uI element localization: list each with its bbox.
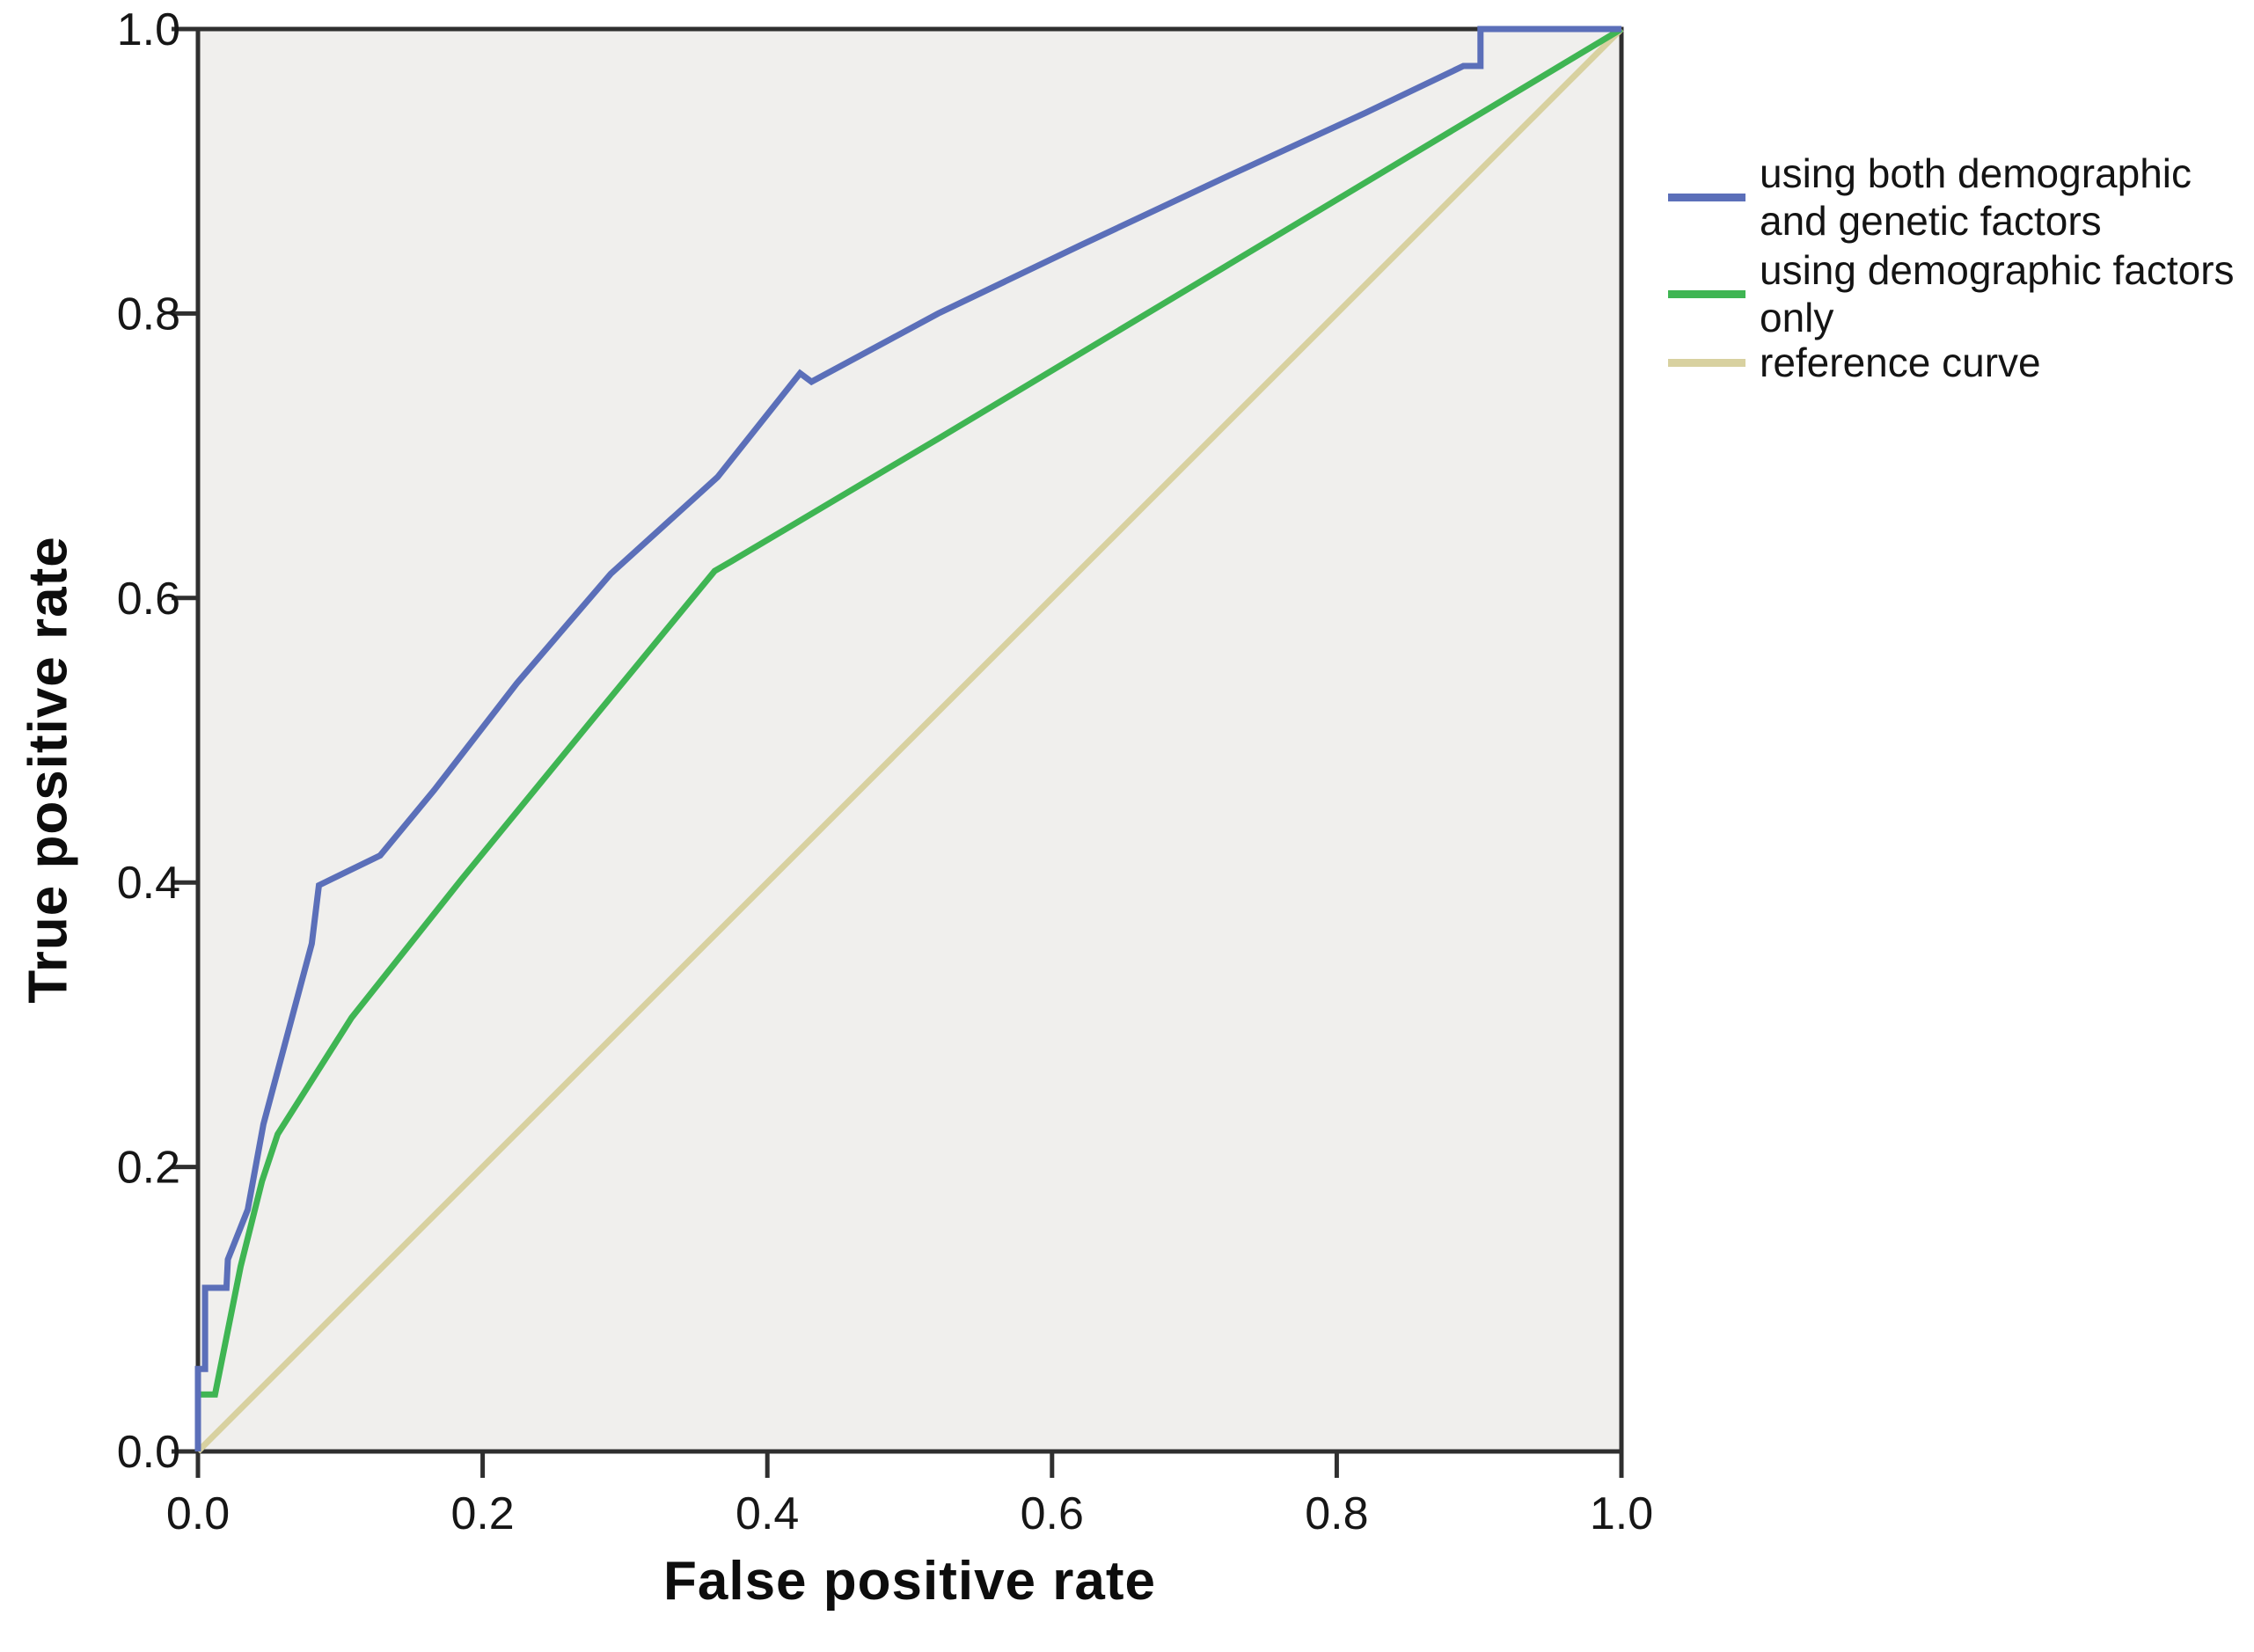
series-line-using-both-demographic-and-genetic-factors <box>194 26 1621 1451</box>
legend-label: reference curve <box>1760 340 2041 385</box>
y-tick-label: 0.2 <box>117 1143 180 1194</box>
legend-swatch-green <box>1668 289 1745 298</box>
y-tick-label: 0.0 <box>117 1427 180 1478</box>
y-tick-label: 0.8 <box>117 289 180 340</box>
x-tick-label: 0.0 <box>166 1488 230 1539</box>
legend-label: using demographic factors only <box>1760 247 2235 340</box>
x-tick-label: 0.8 <box>1305 1488 1368 1539</box>
y-tick-label: 1.0 <box>117 4 180 55</box>
plot-frame <box>195 26 1624 1454</box>
legend-swatch-tan <box>1668 358 1745 367</box>
legend-label: using both demographic and genetic facto… <box>1760 150 2192 244</box>
legend-item-demographic-only: using demographic factors only <box>1668 246 2235 341</box>
y-tick-label: 0.4 <box>117 858 180 909</box>
x-tick-label: 0.2 <box>450 1488 514 1539</box>
legend-swatch-blue <box>1668 193 1745 201</box>
legend-item-both-factors: using both demographic and genetic facto… <box>1668 150 2192 245</box>
y-axis-title: True positive rate <box>18 536 79 1004</box>
x-tick-label: 1.0 <box>1590 1488 1653 1539</box>
y-tick-label: 0.6 <box>117 574 180 625</box>
series-line-using-demographic-factors-only <box>194 26 1623 1451</box>
legend-item-reference-curve: reference curve <box>1668 339 2041 386</box>
x-axis-title: False positive rate <box>662 1551 1157 1612</box>
series-line-reference-curve <box>195 26 1624 1454</box>
x-tick-label: 0.4 <box>735 1488 799 1539</box>
x-tick-label: 0.6 <box>1021 1488 1084 1539</box>
